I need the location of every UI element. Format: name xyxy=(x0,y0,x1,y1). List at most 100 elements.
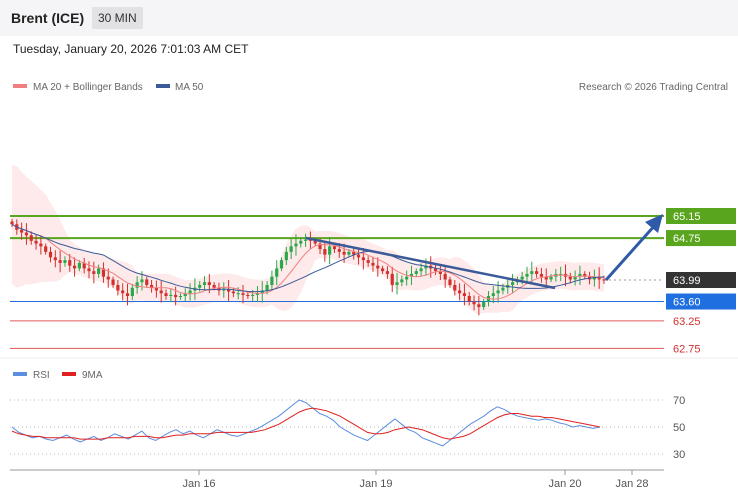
candle xyxy=(539,267,544,283)
candle-body xyxy=(472,301,476,305)
candle-body xyxy=(265,284,269,291)
candle-body xyxy=(212,284,216,288)
x-tick-label: Jan 28 xyxy=(615,478,648,490)
candle-body xyxy=(356,254,361,258)
candle xyxy=(202,276,207,292)
candle xyxy=(462,283,467,306)
candle-body xyxy=(39,243,43,247)
candle xyxy=(303,233,308,247)
candle-body xyxy=(135,282,139,288)
candle-body xyxy=(510,282,515,285)
candle-body xyxy=(458,290,462,294)
candle-body xyxy=(308,239,313,241)
candle xyxy=(405,270,409,286)
candle-body xyxy=(101,268,106,277)
rsi-tick-label: 30 xyxy=(673,449,685,461)
resistance-tag xyxy=(666,208,736,224)
candle xyxy=(482,298,486,310)
x-tick-label: Jan 19 xyxy=(359,478,392,490)
level-65.15: 65.15 xyxy=(10,208,736,224)
rsi-ma-line xyxy=(11,407,601,440)
candle-body xyxy=(342,251,346,255)
candle-body xyxy=(145,279,149,285)
candle xyxy=(178,293,183,300)
ma50-line xyxy=(11,223,605,293)
candle xyxy=(308,231,313,250)
x-axis-ticks: Jan 16 Jan 19 Jan 20 Jan 28 xyxy=(182,470,649,490)
candle-body xyxy=(130,287,134,296)
candle xyxy=(328,236,332,264)
candle-body xyxy=(20,229,24,233)
level-label: 63.25 xyxy=(673,316,701,328)
candle xyxy=(381,265,385,274)
candle xyxy=(573,270,577,286)
candle-body xyxy=(53,257,57,261)
candle-body xyxy=(443,273,447,280)
candle-body xyxy=(462,293,467,296)
timestamp: Tuesday, January 20, 2026 7:01:03 AM CET xyxy=(13,42,249,56)
candle-body xyxy=(539,273,544,277)
candle xyxy=(77,260,81,272)
candle-body xyxy=(395,282,399,285)
level-63.25: 63.25 xyxy=(10,316,701,328)
candle-body xyxy=(352,251,356,255)
candle xyxy=(174,286,178,306)
candle-body xyxy=(260,290,264,294)
candle xyxy=(145,276,149,288)
levels-layer: 65.15 64.75 63.99 63.60 63.25 62.75 xyxy=(10,208,736,355)
candle xyxy=(135,276,139,294)
candle xyxy=(183,288,187,301)
candle xyxy=(68,254,72,272)
candle xyxy=(385,266,390,279)
level-label: 63.99 xyxy=(673,275,701,287)
x-tick-label: Jan 16 xyxy=(182,478,215,490)
pivot-tag xyxy=(666,293,736,310)
candle-body xyxy=(125,293,130,296)
candle-body xyxy=(535,271,539,274)
candle-body xyxy=(433,268,438,272)
candle xyxy=(20,222,24,240)
rsi-legend-label: RSI xyxy=(33,370,50,381)
candle xyxy=(188,283,192,301)
ma50-legend-label: MA 50 xyxy=(175,82,204,93)
candle-body xyxy=(371,262,375,266)
rsi-ma-legend-label: 9MA xyxy=(82,370,103,381)
candle-body xyxy=(106,276,110,280)
candle-body xyxy=(559,273,563,275)
candle-body xyxy=(289,246,293,252)
candle xyxy=(583,271,587,280)
candle-body xyxy=(385,271,390,274)
x-tick-label: Jan 20 xyxy=(548,478,581,490)
forecast-arrow-head xyxy=(645,214,663,233)
candle-body xyxy=(467,296,471,302)
candle xyxy=(361,248,365,270)
candle xyxy=(255,286,260,303)
timeframe-button[interactable]: 30 MIN xyxy=(92,7,143,29)
candle-body xyxy=(121,290,125,294)
candle xyxy=(491,286,495,304)
candle-body xyxy=(92,271,96,274)
candle-body xyxy=(198,284,202,288)
top-bar: Brent (ICE) 30 MIN xyxy=(0,0,738,36)
candle xyxy=(414,268,418,277)
candle xyxy=(82,257,86,274)
ma20-line xyxy=(11,223,605,300)
candle xyxy=(467,292,471,306)
candle xyxy=(597,267,601,289)
candle-body xyxy=(174,294,178,298)
candle-body xyxy=(544,276,548,280)
candle-body xyxy=(583,273,587,277)
candle-body xyxy=(530,271,534,274)
level-label: 62.75 xyxy=(673,343,701,355)
candle-body xyxy=(236,293,240,295)
candle xyxy=(92,261,96,284)
ma20-legend-swatch xyxy=(13,84,27,88)
candle xyxy=(58,250,62,273)
candle-body xyxy=(361,257,365,261)
ma50-legend-swatch xyxy=(156,84,170,88)
level-label: 65.15 xyxy=(673,211,701,223)
rsi-ma-legend-swatch xyxy=(62,372,76,376)
candle xyxy=(592,269,596,287)
candle xyxy=(39,235,43,255)
rsi-tick-label: 50 xyxy=(673,422,685,434)
